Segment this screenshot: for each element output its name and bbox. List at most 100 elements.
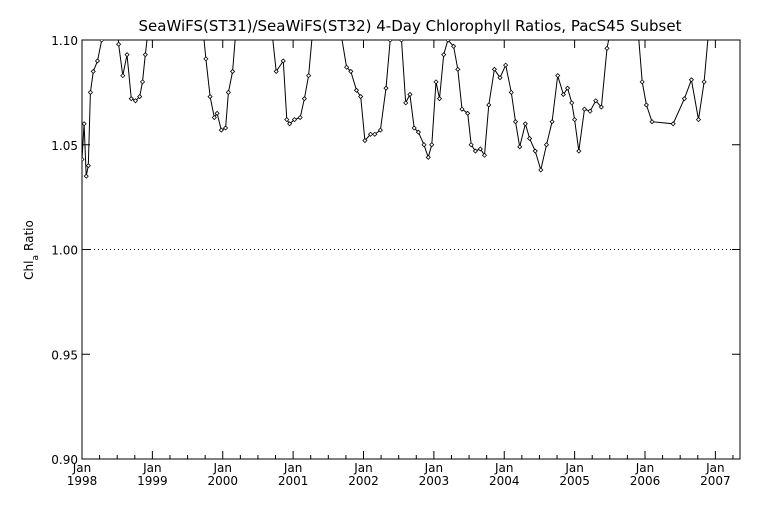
- data-point: [284, 117, 290, 123]
- data-point: [358, 93, 364, 100]
- x-tick-month: Jan: [283, 461, 303, 475]
- x-tick-year: 2006: [630, 474, 661, 488]
- data-point: [688, 77, 695, 83]
- data-point: [230, 68, 236, 74]
- x-tick-year: 1998: [67, 474, 98, 488]
- data-point: [425, 154, 431, 160]
- data-point: [124, 52, 130, 58]
- x-tick-month: Jan: [494, 461, 514, 475]
- data-point: [99, 40, 105, 43]
- data-point: [137, 93, 143, 100]
- y-tick-label: 1.10: [51, 34, 78, 48]
- data-point: [367, 131, 374, 137]
- x-tick-year: 1999: [137, 474, 168, 488]
- data-point: [522, 121, 528, 127]
- data-point: [576, 148, 582, 154]
- data-point: [218, 127, 224, 133]
- x-tick-month: Jan: [424, 461, 444, 475]
- chart-title: SeaWiFS(ST31)/SeaWiFS(ST32) 4-Day Chloro…: [139, 17, 682, 35]
- data-point: [203, 56, 209, 62]
- x-tick-year: 2002: [348, 474, 379, 488]
- data-point: [273, 68, 279, 74]
- data-point: [214, 110, 220, 116]
- data-point: [411, 125, 417, 131]
- data-point: [598, 104, 604, 110]
- data-point: [436, 96, 443, 102]
- data-point: [681, 96, 687, 102]
- x-tick-month: Jan: [635, 461, 655, 475]
- data-point: [497, 75, 503, 81]
- data-point: [398, 40, 405, 43]
- y-tick-label: 0.90: [51, 453, 78, 467]
- data-point: [491, 66, 497, 72]
- y-axis: 0.90 0.95 1.00 1.05 1.10: [51, 34, 740, 467]
- data-point: [560, 91, 566, 98]
- data-point: [85, 163, 91, 169]
- data-point: [512, 119, 519, 125]
- data-point: [139, 79, 146, 85]
- data-point: [207, 93, 213, 100]
- y-axis-label-main: Chl: [22, 261, 36, 280]
- data-point: [429, 142, 435, 148]
- data-point: [508, 89, 514, 95]
- data-point: [301, 96, 307, 102]
- data-point: [465, 110, 471, 116]
- x-tick-year: 2005: [559, 474, 590, 488]
- data-point: [455, 66, 461, 72]
- data-point: [639, 79, 645, 85]
- x-tick-year: 2003: [419, 474, 450, 488]
- data-point: [468, 142, 474, 148]
- data-point: [348, 68, 354, 74]
- data-point: [532, 148, 538, 154]
- data-point: [459, 106, 465, 112]
- data-point: [87, 89, 94, 95]
- data-point: [670, 121, 676, 127]
- data-point: [211, 114, 217, 121]
- data-point: [387, 40, 393, 43]
- data-point: [481, 152, 488, 158]
- x-tick-year: 2007: [700, 474, 731, 488]
- y-axis-label-sub: a: [31, 255, 41, 261]
- data-point: [695, 117, 702, 123]
- data-point: [569, 100, 575, 106]
- data-point: [132, 98, 139, 104]
- data-point: [116, 41, 122, 47]
- data-point: [472, 148, 478, 154]
- series-line: [82, 40, 709, 177]
- data-point: [377, 127, 383, 133]
- x-tick-month: Jan: [212, 461, 232, 475]
- data-point: [287, 121, 293, 127]
- data-point: [572, 117, 578, 123]
- data-point: [306, 73, 312, 79]
- x-tick-year: 2004: [489, 474, 520, 488]
- data-point: [503, 62, 509, 68]
- data-point: [451, 43, 457, 49]
- data-point: [142, 52, 148, 58]
- data-point: [415, 129, 421, 135]
- x-tick-month: Jan: [72, 461, 92, 475]
- x-tick-month: Jan: [142, 461, 162, 475]
- data-point: [297, 114, 303, 121]
- data-point: [538, 167, 544, 173]
- data-point: [527, 135, 533, 142]
- y-axis-label-rest: Ratio: [22, 220, 36, 251]
- data-point: [344, 64, 350, 70]
- data-point: [486, 102, 492, 108]
- data-point: [517, 144, 523, 150]
- y-tick-label: 1.00: [51, 244, 78, 258]
- data-point: [643, 102, 649, 108]
- data-point: [421, 142, 427, 148]
- data-point: [383, 85, 389, 91]
- data-point: [543, 142, 550, 148]
- data-point: [604, 45, 610, 51]
- data-point: [581, 106, 588, 112]
- y-tick-label: 0.95: [51, 348, 78, 362]
- data-point: [291, 117, 298, 123]
- x-tick-month: Jan: [353, 461, 373, 475]
- data-point: [407, 91, 413, 98]
- x-tick-month: Jan: [705, 461, 725, 475]
- data-point: [477, 146, 483, 152]
- data-point: [94, 58, 101, 64]
- data-point: [708, 17, 712, 21]
- y-axis-label: Chla Ratio: [22, 220, 41, 280]
